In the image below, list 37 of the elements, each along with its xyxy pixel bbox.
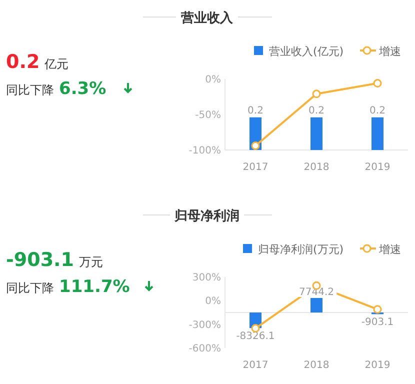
text: 万元: [78, 255, 103, 269]
text: -903.1: [6, 249, 74, 271]
data-label: 0.2: [248, 105, 264, 116]
text: 归母净利润: [174, 208, 240, 224]
data-label: -903.1: [361, 317, 394, 328]
y-tick-label: -600%: [188, 344, 221, 354]
point: [251, 141, 260, 150]
y-tick-label: 300%: [192, 272, 221, 284]
x-tick-label: 2017: [242, 360, 268, 371]
text: 同比下降: [6, 83, 54, 97]
point: [373, 305, 382, 314]
legend-label: 增速: [378, 243, 401, 256]
data-label: -8326.1: [236, 331, 275, 342]
legend-label: 增速: [378, 45, 401, 58]
text: 111.7%: [59, 277, 130, 297]
point: [312, 90, 321, 98]
x-tick-label: 2019: [364, 360, 390, 371]
y-tick-label: -50%: [195, 110, 221, 121]
text: 营业收入: [180, 10, 234, 26]
text: 亿元: [44, 57, 69, 71]
legend-label: 营业收入(亿元): [269, 45, 344, 58]
data-label: 0.2: [308, 105, 324, 116]
x-tick-label: 2019: [364, 162, 390, 173]
y-tick-label: -300%: [188, 320, 221, 331]
x-tick-label: 2018: [304, 162, 330, 173]
text: 0.2: [6, 51, 40, 73]
x-tick-label: 2017: [242, 162, 268, 173]
data-label: 0.2: [370, 105, 386, 116]
point: [373, 79, 382, 88]
y-tick-label: -100%: [188, 146, 221, 156]
y-tick-label: 0%: [205, 74, 221, 86]
x-tick-label: 2018: [304, 360, 330, 371]
data-label: 7744.2: [299, 286, 334, 298]
text: 6.3%: [59, 79, 106, 99]
text: 同比下降: [6, 281, 54, 295]
legend-label: 归母净利润(万元): [258, 243, 344, 256]
y-tick-label: 0%: [205, 296, 221, 308]
